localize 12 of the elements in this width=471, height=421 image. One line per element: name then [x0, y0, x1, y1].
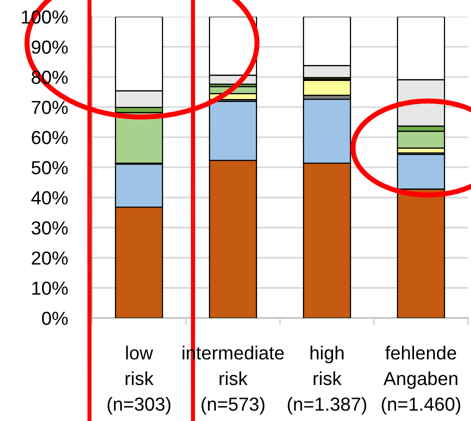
y-tick-label: 10%: [32, 282, 68, 295]
y-tick-label: 40%: [31, 191, 68, 204]
y-tick-label: 0%: [42, 312, 68, 325]
y-tick-label: 90%: [32, 40, 68, 54]
y-tick-label: 30%: [32, 221, 68, 235]
x-tick-label: high risk (n=1.387): [288, 346, 366, 415]
x-tick-label: low risk (n=303): [108, 346, 170, 415]
y-tick-label: 50%: [32, 161, 68, 174]
y-tick-label: 70%: [32, 100, 68, 114]
x-tick-label: fehlende Angaben (n=1.460): [382, 346, 460, 415]
y-tick-label: 60%: [32, 130, 68, 144]
y-tick-label: 20%: [32, 251, 68, 265]
